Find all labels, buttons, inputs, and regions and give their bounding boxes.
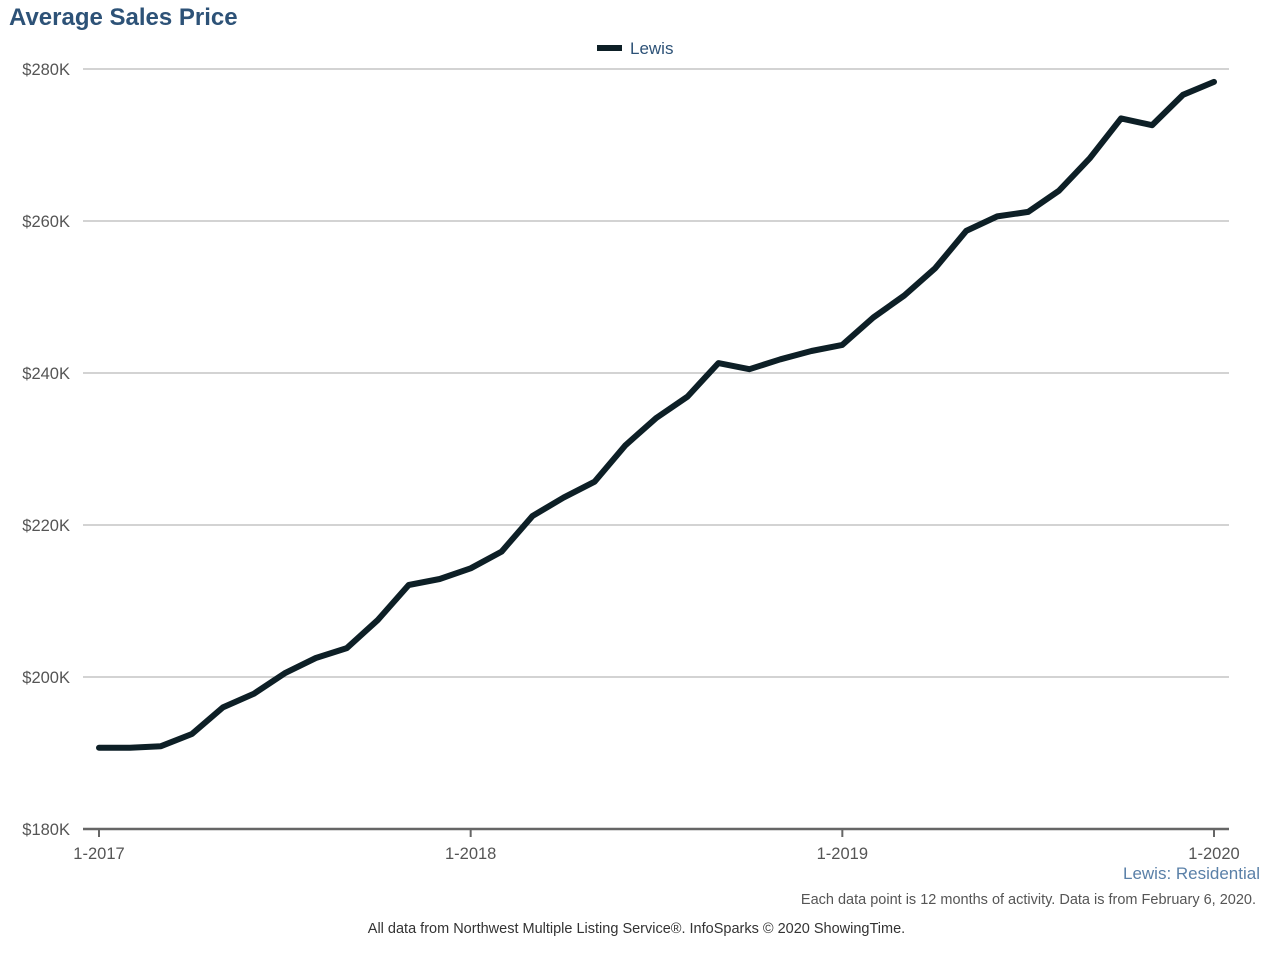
y-tick-label: $280K — [22, 61, 70, 79]
y-tick-label: $240K — [22, 365, 70, 383]
legend: Lewis — [597, 39, 673, 58]
legend-label-lewis: Lewis — [630, 39, 673, 58]
x-axis: 1-2017 1-2018 1-2019 1-2020 — [73, 827, 1240, 863]
x-tick-label: 1-2020 — [1188, 845, 1239, 863]
data-credit: All data from Northwest Multiple Listing… — [367, 921, 906, 937]
y-tick-label: $200K — [22, 669, 70, 687]
y-axis-tick-labels: $180K $200K $220K $240K $260K $280K — [22, 61, 70, 839]
y-tick-label: $220K — [22, 517, 70, 535]
gridlines — [83, 68, 1229, 678]
region-label: Lewis: Residential — [1122, 864, 1260, 883]
x-tick-label: 1-2019 — [817, 845, 868, 863]
legend-swatch-lewis — [597, 45, 622, 51]
chart-title: Average Sales Price — [9, 4, 238, 31]
series-lines — [96, 78, 1217, 751]
y-tick-label: $260K — [22, 213, 70, 231]
y-tick-label: $180K — [22, 821, 70, 839]
x-tick-label: 1-2017 — [73, 845, 124, 863]
data-note: Each data point is 12 months of activity… — [800, 892, 1256, 908]
series-line-lewis — [96, 78, 1217, 751]
x-tick-label: 1-2018 — [445, 845, 496, 863]
